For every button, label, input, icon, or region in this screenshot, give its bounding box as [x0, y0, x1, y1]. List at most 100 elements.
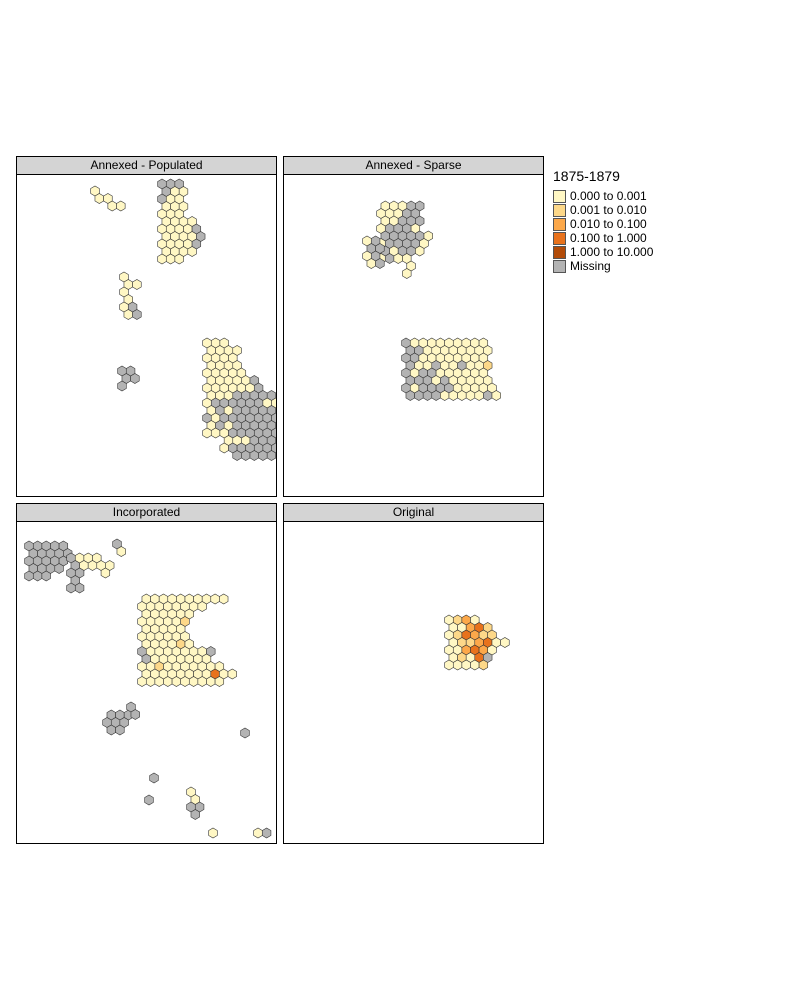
hex-cell — [210, 593, 220, 605]
hex-cell — [414, 390, 424, 401]
hex-map-incorporated — [17, 522, 276, 843]
hex-cell — [117, 380, 127, 392]
hex-cell — [491, 390, 501, 401]
hex-cell — [258, 450, 268, 461]
hex-cell — [402, 268, 412, 279]
hex-cell — [149, 772, 159, 784]
hex-cell — [154, 676, 164, 687]
legend-swatch — [553, 231, 566, 245]
hex-cell — [444, 659, 454, 671]
legend: 1875-1879 0.000 to 0.001 0.001 to 0.010 … — [553, 168, 653, 273]
hex-cell — [461, 659, 471, 671]
hex-cell — [448, 390, 458, 401]
legend-item: Missing — [553, 259, 653, 273]
hex-cell — [130, 373, 140, 384]
hex-cell — [478, 659, 489, 671]
hex-cell — [132, 309, 142, 320]
panel-title: Original — [284, 504, 543, 522]
hex-cell — [457, 390, 467, 401]
hex-cell — [197, 601, 207, 612]
legend-item: 0.000 to 0.001 — [553, 189, 653, 203]
legend-item: 1.000 to 10.000 — [553, 245, 653, 259]
hex-cell — [66, 582, 76, 594]
panel-annexed-sparse: Annexed - Sparse — [283, 156, 544, 497]
hex-cell — [107, 200, 117, 212]
hex-cell — [214, 676, 225, 687]
hex-cell — [163, 676, 173, 687]
legend-label: 0.000 to 0.001 — [570, 189, 647, 203]
hex-cell — [474, 390, 484, 401]
hex-cell — [32, 570, 43, 582]
hex-cell — [74, 582, 85, 594]
hex-cell — [366, 258, 376, 269]
hex-cell — [130, 709, 140, 720]
panel-title: Annexed - Populated — [17, 157, 276, 175]
hex-cell — [41, 570, 51, 582]
hex-cell — [405, 390, 415, 401]
hex-cell — [422, 390, 433, 401]
hex-cell — [202, 427, 212, 439]
panel-annexed-populated: Annexed - Populated — [16, 156, 277, 497]
hex-cell — [219, 442, 229, 454]
legend-label: Missing — [570, 259, 611, 273]
hex-cell — [187, 246, 197, 257]
hex-cell — [24, 570, 34, 582]
legend-label: 0.001 to 0.010 — [570, 203, 647, 217]
hex-cell — [171, 676, 182, 687]
legend-swatch — [553, 245, 566, 259]
legend-swatch — [553, 189, 566, 203]
panel-incorporated: Incorporated — [16, 503, 277, 844]
hex-cell — [415, 245, 425, 257]
hex-cell — [94, 193, 104, 204]
hex-cell — [87, 560, 98, 571]
hex-cell — [483, 390, 493, 401]
hex-cell — [266, 450, 276, 461]
legend-label: 0.010 to 0.100 — [570, 217, 647, 231]
hex-cell — [188, 676, 199, 687]
legend-item: 0.010 to 0.100 — [553, 217, 653, 231]
hex-cell — [253, 827, 263, 839]
hex-cell — [261, 827, 272, 839]
hex-cell — [465, 390, 476, 401]
hex-cell — [116, 200, 126, 212]
hex-cell — [123, 309, 133, 320]
hex-cell — [452, 659, 463, 671]
hex-cell — [144, 794, 154, 806]
hex-cell — [210, 427, 221, 439]
legend-swatch — [553, 259, 566, 273]
hex-cell — [190, 809, 200, 820]
hex-cell — [157, 253, 167, 265]
hex-cell — [206, 676, 216, 687]
legend-title: 1875-1879 — [553, 168, 620, 184]
hex-cell — [145, 676, 156, 687]
legend-item: 0.100 to 1.000 — [553, 231, 653, 245]
hex-cell — [100, 567, 111, 579]
hex-cell — [174, 253, 184, 265]
hex-cell — [241, 450, 251, 461]
legend-label: 0.100 to 1.000 — [570, 231, 647, 245]
hex-cell — [106, 724, 116, 736]
legend-label: 1.000 to 10.000 — [570, 245, 654, 259]
hex-cell — [137, 676, 147, 687]
hex-map-annexed-populated — [17, 175, 276, 496]
panel-title: Annexed - Sparse — [284, 157, 543, 175]
panel-original: Original — [283, 503, 544, 844]
hex-cell — [54, 563, 64, 574]
hex-cell — [132, 279, 142, 290]
hex-cell — [375, 258, 385, 269]
hex-cell — [440, 390, 450, 401]
hex-cell — [219, 593, 229, 605]
legend-item: 0.001 to 0.010 — [553, 203, 653, 217]
hex-cell — [232, 450, 242, 461]
legend-swatch — [553, 203, 566, 217]
hex-map-original — [284, 522, 543, 843]
panel-title: Incorporated — [17, 504, 276, 522]
hex-cell — [165, 253, 176, 265]
hex-cell — [197, 676, 207, 687]
hex-cell — [180, 676, 190, 687]
hex-cell — [116, 546, 126, 557]
hex-cell — [384, 253, 395, 264]
hex-cell — [115, 724, 125, 736]
hex-cell — [470, 659, 480, 671]
hex-cell — [227, 668, 237, 680]
